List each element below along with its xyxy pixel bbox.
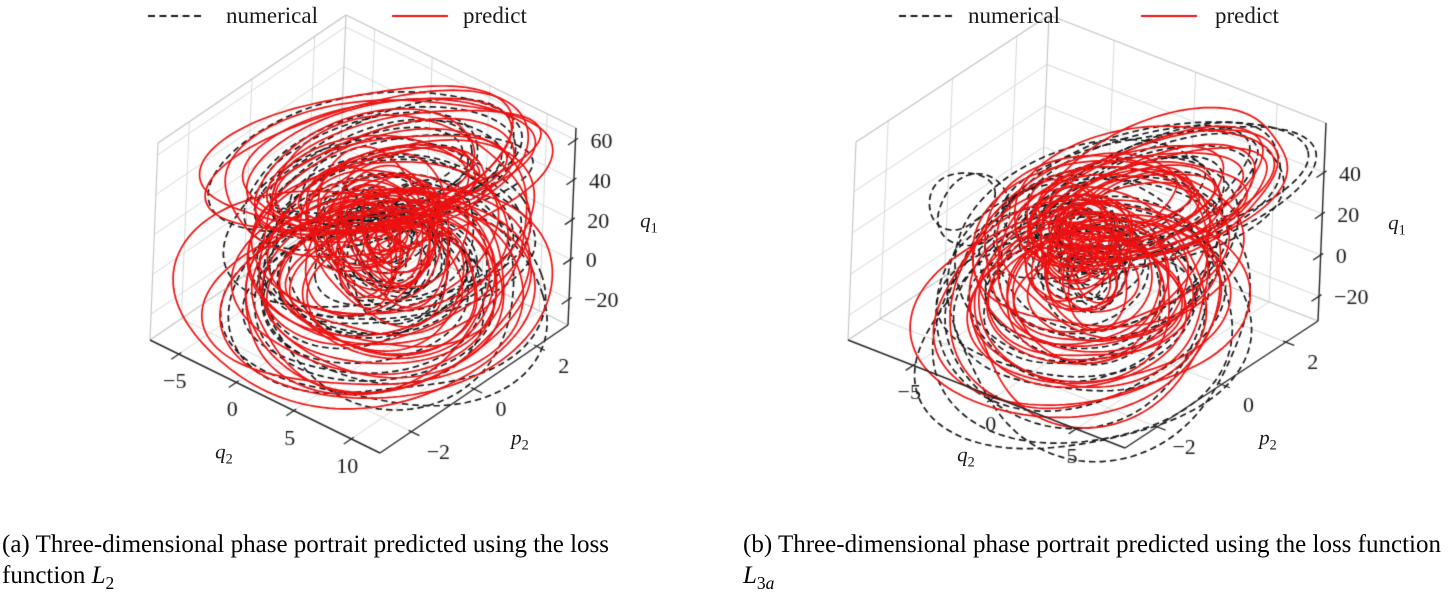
caption-b-loss-symbol: L: [743, 562, 757, 589]
caption-a-loss-symbol: L: [91, 562, 106, 589]
z-axis-subscript-b: 1: [1398, 222, 1406, 239]
caption-a-text: Three-dimensional phase portrait predict…: [2, 531, 609, 589]
x-axis-label-a: q2: [215, 439, 233, 468]
y-axis-symbol-a: p: [511, 425, 522, 450]
caption-b-index: (b): [743, 531, 778, 558]
y-axis-label-b: p2: [1259, 425, 1277, 454]
legend-label-predict-a: predict: [463, 3, 527, 28]
caption-b-loss-sub: 3: [756, 573, 766, 593]
x-axis-subscript-b: 2: [967, 454, 975, 471]
legend-label-numerical-b: numerical: [968, 3, 1060, 28]
caption-a-index: (a): [2, 531, 36, 558]
x-axis-subscript-a: 2: [225, 451, 233, 468]
y-axis-label-a: p2: [511, 425, 529, 454]
z-axis-subscript-a: 1: [650, 220, 658, 237]
legend-label-numerical-a: numerical: [226, 3, 318, 28]
z-axis-label-a: q1: [640, 208, 658, 237]
x-axis-label-b: q2: [957, 442, 975, 471]
y-axis-subscript-b: 2: [1269, 437, 1277, 454]
x-axis-symbol-b: q: [957, 442, 968, 467]
legend-label-predict-b: predict: [1215, 3, 1279, 28]
caption-a-loss-sub: 2: [105, 573, 115, 593]
caption-b: (b) Three-dimensional phase portrait pre…: [743, 529, 1443, 593]
z-axis-symbol-a: q: [640, 208, 651, 233]
x-axis-symbol-a: q: [215, 439, 226, 464]
y-axis-subscript-a: 2: [521, 437, 529, 454]
z-axis-symbol-b: q: [1388, 210, 1399, 235]
caption-b-loss-sub-alpha: a: [765, 573, 775, 593]
caption-a: (a) Three-dimensional phase portrait pre…: [2, 529, 666, 593]
caption-b-text: Three-dimensional phase portrait predict…: [777, 531, 1441, 558]
z-axis-label-b: q1: [1388, 210, 1406, 239]
y-axis-symbol-b: p: [1259, 425, 1270, 450]
